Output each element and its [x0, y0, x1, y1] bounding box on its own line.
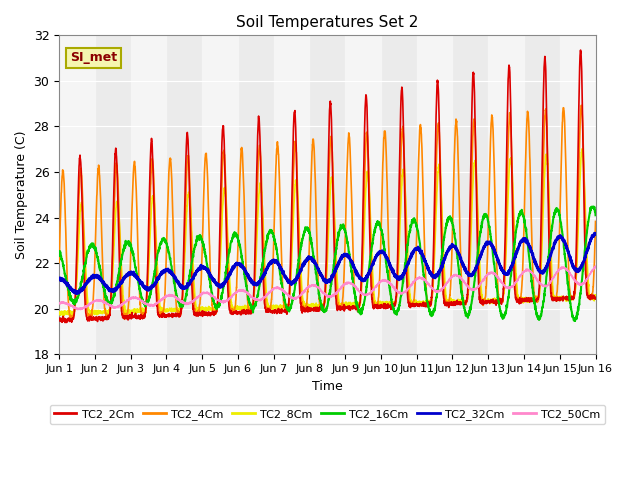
Bar — [274, 36, 310, 354]
Bar — [345, 36, 381, 354]
X-axis label: Time: Time — [312, 380, 342, 393]
Y-axis label: Soil Temperature (C): Soil Temperature (C) — [15, 131, 28, 259]
Bar — [488, 36, 524, 354]
Bar — [417, 36, 452, 354]
Bar — [560, 36, 595, 354]
Bar — [59, 36, 95, 354]
Title: Soil Temperatures Set 2: Soil Temperatures Set 2 — [236, 15, 419, 30]
Bar — [131, 36, 166, 354]
Bar — [202, 36, 238, 354]
Legend: TC2_2Cm, TC2_4Cm, TC2_8Cm, TC2_16Cm, TC2_32Cm, TC2_50Cm: TC2_2Cm, TC2_4Cm, TC2_8Cm, TC2_16Cm, TC2… — [50, 405, 605, 424]
Text: SI_met: SI_met — [70, 51, 117, 64]
